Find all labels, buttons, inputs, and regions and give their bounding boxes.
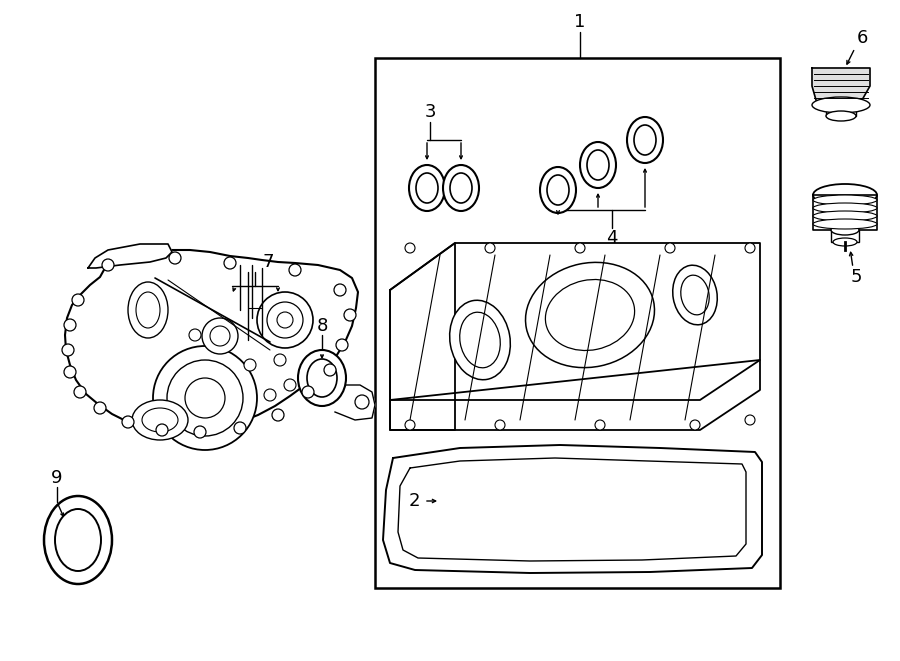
Ellipse shape xyxy=(64,366,76,378)
Ellipse shape xyxy=(575,243,585,253)
Polygon shape xyxy=(65,250,358,433)
Ellipse shape xyxy=(324,364,336,376)
Ellipse shape xyxy=(405,420,415,430)
Ellipse shape xyxy=(680,275,709,315)
Text: 3: 3 xyxy=(424,103,436,121)
Ellipse shape xyxy=(142,408,178,432)
Ellipse shape xyxy=(665,243,675,253)
Ellipse shape xyxy=(136,292,160,328)
Ellipse shape xyxy=(540,167,576,213)
Ellipse shape xyxy=(132,400,188,440)
Text: 8: 8 xyxy=(316,317,328,335)
Ellipse shape xyxy=(336,339,348,351)
Ellipse shape xyxy=(153,346,257,450)
Ellipse shape xyxy=(302,386,314,398)
Ellipse shape xyxy=(55,509,101,571)
Ellipse shape xyxy=(74,386,86,398)
Ellipse shape xyxy=(547,175,569,205)
Ellipse shape xyxy=(355,395,369,409)
Ellipse shape xyxy=(194,426,206,438)
Ellipse shape xyxy=(185,378,225,418)
Ellipse shape xyxy=(416,173,438,203)
Ellipse shape xyxy=(813,211,877,221)
Ellipse shape xyxy=(812,97,870,113)
Ellipse shape xyxy=(169,252,181,264)
Ellipse shape xyxy=(64,319,76,331)
Ellipse shape xyxy=(672,265,717,325)
Text: 6: 6 xyxy=(856,29,868,47)
Ellipse shape xyxy=(277,312,293,328)
Ellipse shape xyxy=(443,165,479,211)
Ellipse shape xyxy=(690,420,700,430)
Ellipse shape xyxy=(128,282,168,338)
Ellipse shape xyxy=(409,165,445,211)
Ellipse shape xyxy=(257,292,313,348)
Polygon shape xyxy=(88,244,172,268)
Ellipse shape xyxy=(813,219,877,229)
Ellipse shape xyxy=(813,203,877,213)
Text: 1: 1 xyxy=(574,13,586,31)
Ellipse shape xyxy=(495,420,505,430)
Ellipse shape xyxy=(813,184,877,206)
Ellipse shape xyxy=(224,257,236,269)
Ellipse shape xyxy=(122,416,134,428)
Ellipse shape xyxy=(62,344,74,356)
Bar xyxy=(831,230,859,242)
Ellipse shape xyxy=(460,312,500,368)
Ellipse shape xyxy=(344,309,356,321)
Polygon shape xyxy=(335,385,375,420)
Ellipse shape xyxy=(627,117,663,163)
Text: 9: 9 xyxy=(51,469,63,487)
Text: 5: 5 xyxy=(850,268,862,286)
Ellipse shape xyxy=(833,238,857,246)
Ellipse shape xyxy=(156,424,168,436)
Ellipse shape xyxy=(72,294,84,306)
Ellipse shape xyxy=(450,300,510,379)
Ellipse shape xyxy=(202,318,238,354)
Ellipse shape xyxy=(526,262,654,368)
Ellipse shape xyxy=(267,302,303,338)
Ellipse shape xyxy=(289,264,301,276)
Ellipse shape xyxy=(485,243,495,253)
Ellipse shape xyxy=(102,259,114,271)
Ellipse shape xyxy=(234,422,246,434)
Ellipse shape xyxy=(580,142,616,188)
Ellipse shape xyxy=(334,284,346,296)
Ellipse shape xyxy=(634,125,656,155)
Ellipse shape xyxy=(450,173,472,203)
Ellipse shape xyxy=(826,111,856,121)
Bar xyxy=(826,104,856,116)
Ellipse shape xyxy=(813,195,877,205)
Text: 4: 4 xyxy=(607,229,617,247)
Ellipse shape xyxy=(405,243,415,253)
Ellipse shape xyxy=(210,326,230,346)
Ellipse shape xyxy=(44,496,112,584)
Ellipse shape xyxy=(745,243,755,253)
Ellipse shape xyxy=(264,389,276,401)
Ellipse shape xyxy=(587,150,609,180)
Ellipse shape xyxy=(284,379,296,391)
Text: 2: 2 xyxy=(409,492,419,510)
Ellipse shape xyxy=(831,225,859,235)
Ellipse shape xyxy=(298,350,346,406)
Polygon shape xyxy=(813,195,877,230)
Ellipse shape xyxy=(545,280,634,350)
Ellipse shape xyxy=(272,409,284,421)
Polygon shape xyxy=(812,68,870,107)
Ellipse shape xyxy=(244,359,256,371)
Ellipse shape xyxy=(167,360,243,436)
Text: 7: 7 xyxy=(262,253,274,271)
Ellipse shape xyxy=(94,402,106,414)
Ellipse shape xyxy=(745,415,755,425)
Ellipse shape xyxy=(595,420,605,430)
Ellipse shape xyxy=(274,354,286,366)
Ellipse shape xyxy=(307,359,337,397)
Ellipse shape xyxy=(189,329,201,341)
Bar xyxy=(375,58,780,588)
